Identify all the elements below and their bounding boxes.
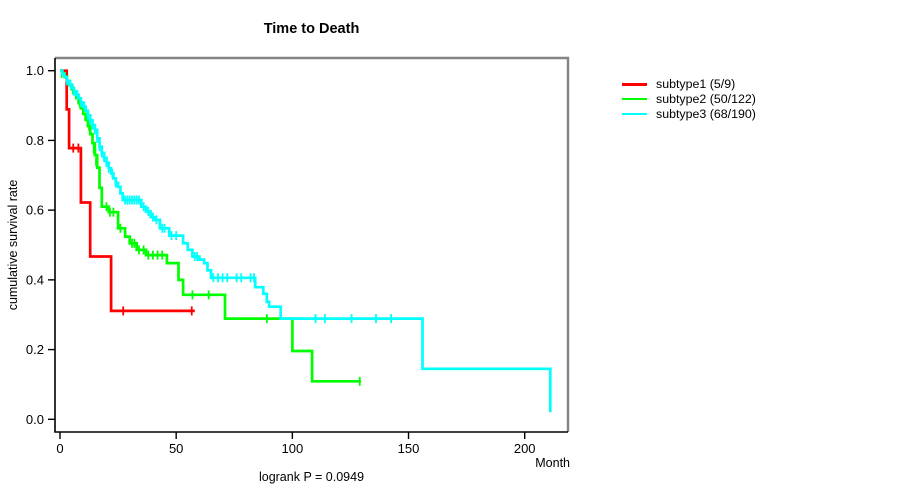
y-axis-tick-label: 0.2 (26, 342, 44, 357)
x-axis-tick-label: 0 (56, 441, 63, 456)
legend-line-swatch-subtype2 (622, 97, 647, 101)
y-axis-tick-label: 0.6 (26, 203, 44, 218)
survival-curve-subtype3 (60, 69, 552, 413)
y-axis-tick-label: 0.8 (26, 133, 44, 148)
x-axis-title: Month (535, 456, 570, 470)
legend-label-subtype2: subtype2 (50/122) (656, 92, 756, 107)
legend-item-subtype2: subtype2 (50/122) (622, 92, 756, 107)
x-axis-tick-label: 200 (514, 441, 536, 456)
chart-title: Time to Death (263, 21, 360, 37)
y-axis-tick-label: 0.4 (26, 272, 44, 287)
x-axis-tick-label: 150 (398, 441, 420, 456)
legend-item-subtype3: subtype3 (68/190) (622, 107, 756, 122)
plot-frame-shadow (55, 56, 570, 432)
survival-curve-subtype1 (60, 69, 195, 313)
survival-curve-subtype2 (60, 69, 361, 383)
legend-line-swatch-subtype1 (622, 83, 647, 86)
x-axis-tick-label: 100 (281, 441, 303, 456)
y-axis-tick-label: 0.0 (26, 412, 44, 427)
y-axis-tick-label: 1.0 (26, 63, 44, 78)
legend-item-subtype1: subtype1 (5/9) (622, 77, 756, 92)
legend-label-subtype1: subtype1 (5/9) (656, 77, 736, 92)
legend-label-subtype3: subtype3 (68/190) (656, 106, 756, 121)
logrank-pvalue-text: logrank P = 0.0949 (258, 470, 365, 484)
legend: subtype1 (5/9) subtype2 (50/122) subtype… (622, 77, 756, 121)
legend-line-swatch-subtype3 (622, 112, 647, 116)
plot-frame-axes (54, 58, 568, 433)
y-axis-title: cumulative survival rate (6, 179, 20, 311)
x-axis-tick-label: 50 (169, 441, 183, 456)
